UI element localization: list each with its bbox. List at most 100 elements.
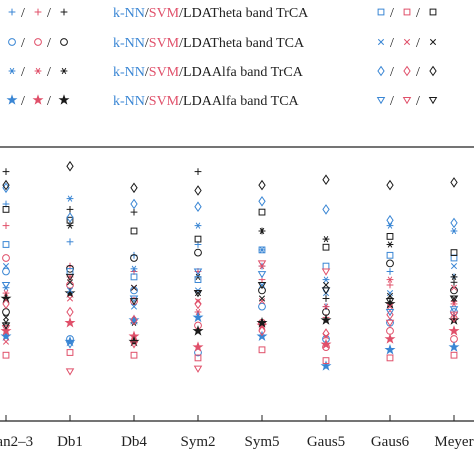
point-asterisk-k-NN-6	[386, 222, 394, 229]
point-plus-k-NN-1	[66, 238, 74, 246]
point-triangle-down-SVM-4	[257, 260, 267, 268]
point-plus-SVM-0	[2, 222, 10, 229]
legend-classifier-k-NN: k-NN	[113, 36, 145, 51]
point-x-SVM-6	[386, 303, 394, 310]
point-square-k-NN-5	[322, 262, 330, 270]
point-square-SVM-0	[2, 351, 10, 359]
point-square-k-NN-4	[258, 246, 266, 254]
point-triangle-down-SVM-6	[385, 319, 395, 328]
legend-classifier-k-NN: k-NN	[113, 94, 145, 109]
point-square-k-NN-6	[386, 251, 394, 259]
point-star-k-NN-6	[384, 344, 396, 355]
point-diamond-k-NN-0	[2, 182, 10, 194]
point-x-k-NN-4	[258, 281, 266, 289]
point-x-SVM-1	[66, 295, 74, 302]
point-star-k-NN-5	[320, 360, 332, 371]
point-star-SVM-7	[448, 325, 460, 336]
point-star-k-NN-2	[128, 314, 140, 325]
legend-marker-star-SVM	[32, 94, 44, 105]
legend-label: k-NN/SVM/LDATheta band TrCA	[113, 6, 309, 21]
point-square-k-NN-2	[130, 273, 138, 281]
point-x-LDA-7	[450, 295, 458, 302]
point-triangle-down-LDA-3	[193, 290, 203, 298]
x-tick-label: Meyer	[434, 434, 473, 450]
legend-marker-triangle-down-LDA	[428, 96, 438, 105]
legend-label: k-NN/SVM/LDATheta band TCA	[113, 36, 305, 51]
legend-slash: /	[21, 6, 25, 21]
legend-separator: /	[145, 94, 149, 109]
legend-separator: /	[145, 6, 149, 21]
point-square-LDA-3	[194, 235, 202, 243]
point-diamond-LDA-0	[2, 179, 10, 191]
point-asterisk-LDA-4	[258, 227, 266, 235]
x-tick-label: Gaus5	[307, 434, 345, 450]
legend-slash: /	[21, 65, 25, 80]
point-triangle-down-SVM-7	[449, 311, 459, 319]
point-x-SVM-5	[322, 333, 330, 340]
legend-marker-x-SVM	[403, 38, 411, 46]
point-diamond-SVM-3	[194, 298, 202, 310]
legend-marker-diamond-LDA	[429, 65, 437, 77]
point-triangle-down-SVM-1	[65, 368, 75, 376]
point-asterisk-SVM-7	[450, 300, 458, 308]
point-diamond-k-NN-3	[194, 201, 202, 212]
point-plus-SVM-6	[386, 281, 394, 289]
legend-slash: /	[416, 65, 420, 80]
point-plus-LDA-1	[66, 206, 74, 213]
legend-marker-asterisk-LDA	[60, 67, 68, 75]
x-tick-label: Db1	[57, 434, 83, 450]
point-x-k-NN-0	[2, 263, 10, 270]
point-triangle-down-k-NN-7	[449, 306, 459, 314]
legend-entry-star: / / k-NN/SVM/LDAAlfa band TCA	[6, 94, 300, 109]
point-diamond-SVM-7	[450, 312, 458, 323]
legend-marker-asterisk-k-NN	[8, 67, 16, 75]
point-circle-LDA-4	[258, 286, 266, 295]
legend-slash: /	[21, 94, 25, 109]
point-square-LDA-6	[386, 233, 394, 240]
legend-marker-square-LDA	[429, 8, 437, 16]
legend-classifier-SVM: SVM	[149, 94, 180, 109]
point-diamond-k-NN-2	[130, 198, 138, 210]
point-diamond-LDA-7	[450, 177, 458, 188]
point-circle-k-NN-0	[2, 267, 10, 276]
legend-slash: /	[390, 65, 394, 80]
point-circle-LDA-2	[130, 254, 138, 262]
point-x-k-NN-2	[130, 303, 138, 310]
legend-slash: /	[390, 94, 394, 109]
point-circle-LDA-1	[66, 264, 74, 273]
legend-entry-x: //k-NN/SVM/LDA	[377, 36, 437, 51]
point-x-k-NN-1	[66, 287, 74, 294]
point-triangle-down-LDA-2	[129, 298, 139, 306]
point-diamond-k-NN-7	[450, 217, 458, 229]
point-triangle-down-SVM-5	[321, 268, 331, 276]
point-x-k-NN-7	[450, 263, 458, 270]
legend-entry-asterisk: / / k-NN/SVM/LDAAlfa band TrCA	[8, 65, 304, 80]
point-square-SVM-4	[258, 346, 266, 354]
legend-band: Theta band TCA	[210, 36, 305, 51]
legend-slash: /	[47, 65, 51, 80]
point-triangle-down-k-NN-3	[193, 268, 203, 276]
legend-classifier-LDA: LDA	[183, 36, 213, 51]
legend-marker-plus-SVM	[34, 8, 42, 16]
point-plus-LDA-0	[2, 168, 10, 175]
point-triangle-down-k-NN-4	[257, 271, 267, 279]
legend-entry-square: //k-NN/SVM/LDA	[377, 6, 437, 21]
legend-band: Alfa band TCA	[212, 94, 300, 109]
point-diamond-LDA-2	[130, 182, 138, 194]
legend-marker-asterisk-SVM	[34, 67, 42, 75]
legend-slash: /	[416, 94, 420, 109]
point-square-LDA-2	[130, 227, 138, 235]
point-square-SVM-6	[386, 354, 394, 362]
legend-classifier-k-NN: k-NN	[113, 6, 145, 21]
point-diamond-LDA-1	[66, 160, 74, 172]
legend-slash: /	[416, 6, 420, 21]
legend-classifier-SVM: SVM	[149, 36, 180, 51]
point-diamond-SVM-4	[258, 325, 266, 337]
x-tick-label: Gaus6	[371, 434, 410, 450]
point-asterisk-k-NN-4	[258, 246, 266, 254]
legend-classifier-SVM: SVM	[149, 6, 180, 21]
legend-classifier-SVM: SVM	[149, 65, 180, 80]
point-x-SVM-0	[2, 338, 10, 345]
legend-slash: /	[21, 36, 25, 51]
legend-marker-star-LDA	[58, 94, 70, 105]
